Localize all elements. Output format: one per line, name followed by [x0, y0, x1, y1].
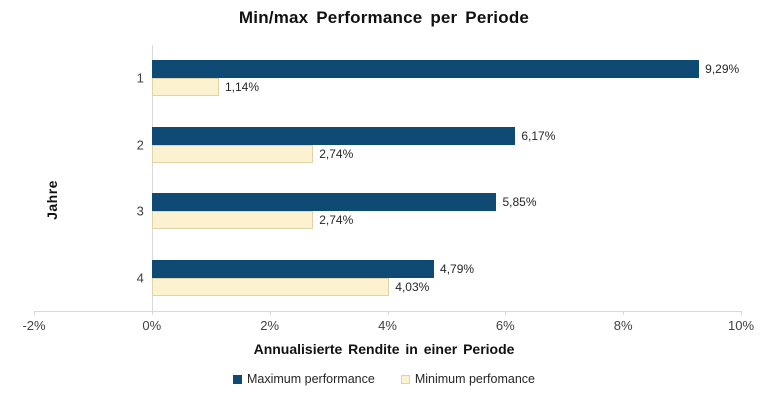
legend-item-minimum-perfomance: Minimum perfomance [400, 372, 535, 386]
plot-area: 1 9,29% 1,14% 2 6,17% 2,74% 3 5,85% 2,74% 4 4,79% 4… [34, 45, 741, 312]
x-tick-mark-6% [505, 311, 507, 315]
x-tick-mark-8% [623, 311, 625, 315]
x-tick-label-2%: 2% [260, 318, 280, 333]
minimum-perfomance-bar-1 [151, 78, 219, 97]
x-tick-label-0%: 0% [142, 318, 162, 333]
maximum-performance-value-label-1: 9,29% [705, 62, 740, 77]
minimum-perfomance-value-label-4: 4,03% [395, 279, 430, 294]
x-tick-label-4%: 4% [378, 318, 397, 333]
legend-label-maximum-performance: Maximum performance [246, 372, 375, 386]
x-tick-label--2%: -2% [22, 318, 46, 333]
category-axis-line [151, 45, 153, 312]
legend-item-maximum-performance: Maximum performance [232, 372, 375, 386]
x-tick-label-8%: 8% [613, 318, 633, 333]
category-label-3: 3 [136, 203, 144, 219]
minimum-perfomance-bar-2 [151, 144, 314, 163]
x-tick-mark-2% [269, 311, 271, 315]
maximum-performance-value-label-3: 5,85% [502, 195, 537, 210]
x-tick-mark-4% [387, 311, 389, 315]
minimum-perfomance-bar-4 [151, 277, 390, 296]
x-axis: -2% 0% 2% 4% 6% 8% 10% [22, 311, 754, 339]
maximum-performance-bar-1 [151, 60, 700, 79]
legend: Maximum performance Minimum perfomance [0, 372, 768, 386]
x-tick-label-6%: 6% [495, 318, 515, 333]
category-label-1: 1 [136, 70, 144, 86]
x-tick-mark--2% [34, 311, 35, 315]
maximum-performance-bar-3 [151, 193, 497, 212]
minimum-perfomance-value-label-3: 2,74% [319, 213, 354, 228]
x-axis-title: Annualisierte Rendite in einer Periode [253, 341, 515, 357]
minimum-perfomance-value-label-2: 2,74% [319, 146, 354, 161]
category-label-4: 4 [136, 270, 144, 286]
minimum-perfomance-value-label-1: 1,14% [224, 80, 260, 95]
maximum-performance-bar-2 [151, 126, 516, 145]
maximum-performance-value-label-2: 6,17% [521, 128, 556, 143]
minimum-perfomance-bar-3 [151, 211, 314, 230]
chart-title: Min/max Performance per Periode [238, 8, 530, 27]
maximum-performance-value-label-4: 4,79% [440, 261, 475, 276]
legend-label-minimum-perfomance: Minimum perfomance [414, 372, 535, 386]
maximum-performance-bar-4 [151, 259, 435, 278]
x-tick-label-10%: 10% [727, 318, 755, 333]
legend-swatch-minimum-perfomance [400, 374, 410, 384]
x-tick-mark-0% [151, 311, 153, 315]
category-label-2: 2 [136, 137, 144, 153]
legend-swatch-maximum-performance [232, 374, 242, 384]
x-tick-mark-10% [741, 311, 742, 315]
